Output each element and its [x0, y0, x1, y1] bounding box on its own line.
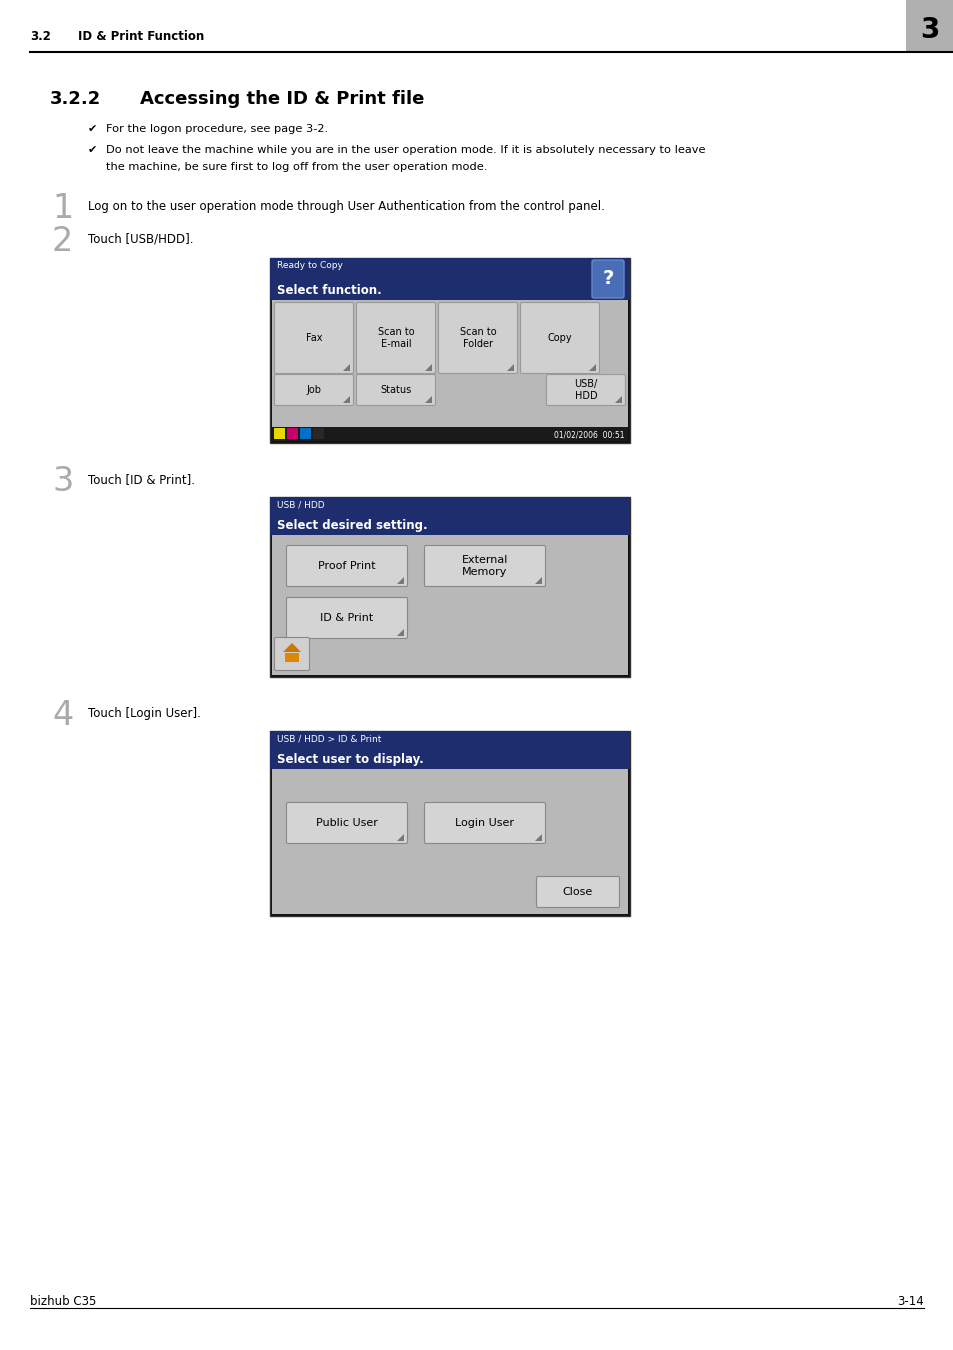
Text: For the logon procedure, see page 3-2.: For the logon procedure, see page 3-2.: [106, 124, 328, 134]
Text: Status: Status: [380, 385, 411, 396]
Text: Scan to
E-mail: Scan to E-mail: [377, 327, 414, 348]
Text: 1: 1: [52, 192, 73, 225]
FancyBboxPatch shape: [424, 802, 545, 844]
Bar: [905, 0, 953, 53]
Bar: [272, 769, 627, 914]
Text: 3.2: 3.2: [30, 30, 51, 42]
Polygon shape: [615, 396, 621, 404]
Bar: [270, 730, 629, 769]
FancyBboxPatch shape: [274, 374, 354, 405]
Bar: [274, 428, 285, 439]
Text: 01/02/2006  00:51: 01/02/2006 00:51: [554, 431, 624, 440]
Text: Login User: Login User: [455, 818, 514, 828]
Text: Accessing the ID & Print file: Accessing the ID & Print file: [140, 90, 424, 108]
Bar: [313, 428, 324, 439]
FancyBboxPatch shape: [286, 598, 407, 639]
Text: Proof Print: Proof Print: [318, 562, 375, 571]
Bar: [285, 653, 298, 662]
Text: ?: ?: [601, 270, 613, 289]
Text: Copy: Copy: [547, 333, 572, 343]
Text: ✔: ✔: [88, 124, 97, 134]
Polygon shape: [424, 364, 432, 371]
Polygon shape: [535, 576, 541, 585]
Bar: [272, 300, 627, 441]
FancyBboxPatch shape: [520, 302, 598, 374]
Bar: [270, 730, 629, 917]
Polygon shape: [396, 576, 403, 585]
FancyBboxPatch shape: [438, 302, 517, 374]
FancyBboxPatch shape: [356, 302, 435, 374]
Text: Close: Close: [562, 887, 593, 896]
Bar: [270, 258, 629, 300]
Text: bizhub C35: bizhub C35: [30, 1295, 96, 1308]
Polygon shape: [343, 364, 350, 371]
Text: USB / HDD > ID & Print: USB / HDD > ID & Print: [276, 734, 381, 743]
Text: Fax: Fax: [305, 333, 322, 343]
Text: Scan to
Folder: Scan to Folder: [459, 327, 496, 348]
FancyBboxPatch shape: [536, 876, 618, 907]
Bar: [299, 428, 311, 439]
Polygon shape: [396, 834, 403, 841]
Polygon shape: [396, 629, 403, 636]
Polygon shape: [424, 396, 432, 404]
FancyBboxPatch shape: [274, 302, 354, 374]
FancyBboxPatch shape: [592, 261, 623, 298]
Text: 3: 3: [52, 464, 73, 498]
Bar: [287, 428, 297, 439]
Text: External
Memory: External Memory: [461, 555, 508, 576]
FancyBboxPatch shape: [424, 545, 545, 586]
Polygon shape: [506, 364, 514, 371]
Text: USB/
HDD: USB/ HDD: [574, 379, 597, 401]
FancyBboxPatch shape: [356, 374, 435, 405]
Text: Log on to the user operation mode through User Authentication from the control p: Log on to the user operation mode throug…: [88, 200, 604, 213]
Text: 3: 3: [920, 16, 939, 45]
Text: Do not leave the machine while you are in the user operation mode. If it is abso: Do not leave the machine while you are i…: [106, 144, 705, 155]
Text: ID & Print Function: ID & Print Function: [78, 30, 204, 42]
Text: Touch [ID & Print].: Touch [ID & Print].: [88, 472, 194, 486]
Text: USB / HDD: USB / HDD: [276, 500, 324, 509]
Polygon shape: [535, 834, 541, 841]
Polygon shape: [588, 364, 596, 371]
Text: Job: Job: [306, 385, 321, 396]
Text: Ready to Copy: Ready to Copy: [276, 261, 342, 270]
Text: 2: 2: [52, 225, 73, 258]
Text: Select user to display.: Select user to display.: [276, 753, 423, 765]
Bar: [270, 497, 629, 676]
Text: Touch [Login User].: Touch [Login User].: [88, 707, 201, 720]
Text: 3.2.2: 3.2.2: [50, 90, 101, 108]
Text: ID & Print: ID & Print: [320, 613, 374, 622]
Bar: [270, 258, 629, 443]
Text: Select function.: Select function.: [276, 284, 381, 297]
FancyBboxPatch shape: [286, 545, 407, 586]
Text: 3-14: 3-14: [897, 1295, 923, 1308]
Text: ✔: ✔: [88, 144, 97, 155]
Text: Select desired setting.: Select desired setting.: [276, 518, 427, 532]
Bar: [272, 535, 627, 675]
FancyBboxPatch shape: [274, 637, 309, 671]
Bar: [270, 497, 629, 535]
FancyBboxPatch shape: [546, 374, 625, 405]
Polygon shape: [343, 396, 350, 404]
Text: the machine, be sure first to log off from the user operation mode.: the machine, be sure first to log off fr…: [106, 162, 487, 171]
Text: 4: 4: [52, 699, 73, 732]
Polygon shape: [283, 643, 301, 652]
Bar: [272, 427, 627, 441]
Text: Public User: Public User: [315, 818, 377, 828]
FancyBboxPatch shape: [286, 802, 407, 844]
Text: Touch [USB/HDD].: Touch [USB/HDD].: [88, 234, 193, 246]
